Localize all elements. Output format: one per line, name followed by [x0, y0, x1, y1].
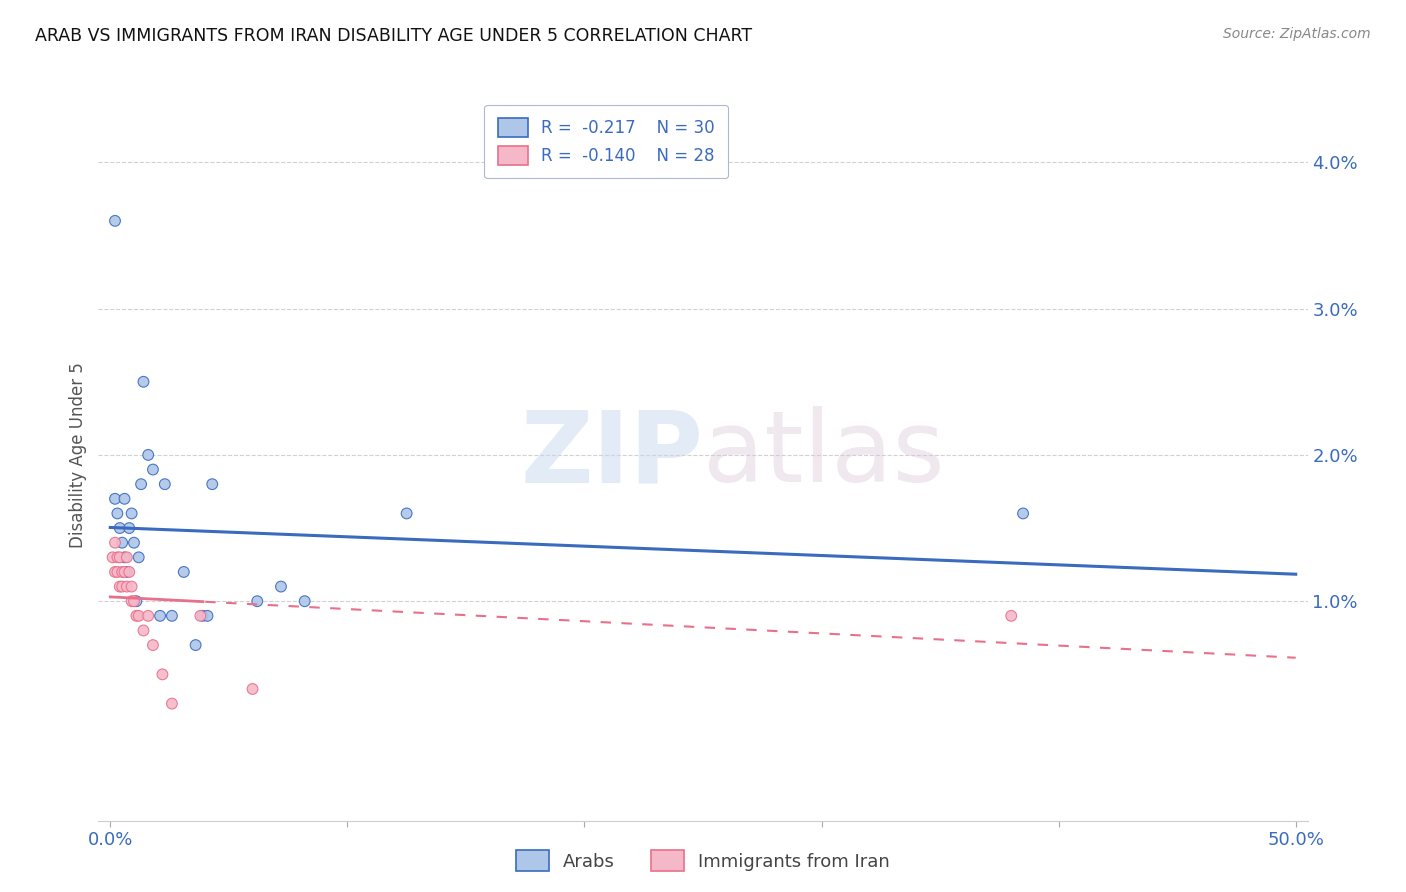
Point [121, 507, 143, 521]
Point [294, 594, 316, 608]
Point [160, 608, 183, 623]
Point [142, 462, 165, 476]
Point [121, 580, 143, 594]
Point [152, 667, 174, 681]
Legend: R =  -0.217    N = 30, R =  -0.140    N = 28: R = -0.217 N = 30, R = -0.140 N = 28 [485, 105, 728, 178]
Point [197, 608, 219, 623]
Point [104, 565, 127, 579]
Text: atlas: atlas [703, 407, 945, 503]
Point [191, 608, 214, 623]
Y-axis label: Disability Age Under 5: Disability Age Under 5 [69, 362, 87, 548]
Point [270, 580, 292, 594]
Legend: Arabs, Immigrants from Iran: Arabs, Immigrants from Iran [509, 843, 897, 879]
Point [105, 507, 128, 521]
Point [201, 477, 224, 491]
Point [184, 638, 207, 652]
Point [1012, 507, 1035, 521]
Point [190, 608, 212, 623]
Point [101, 550, 124, 565]
Point [114, 491, 136, 506]
Point [105, 550, 128, 565]
Point [104, 214, 127, 228]
Point [122, 594, 145, 608]
Point [122, 535, 145, 549]
Point [142, 638, 165, 652]
Point [118, 565, 141, 579]
Point [136, 448, 159, 462]
Point [115, 565, 138, 579]
Text: ARAB VS IMMIGRANTS FROM IRAN DISABILITY AGE UNDER 5 CORRELATION CHART: ARAB VS IMMIGRANTS FROM IRAN DISABILITY … [35, 27, 752, 45]
Point [136, 608, 159, 623]
Point [108, 521, 131, 535]
Point [132, 375, 155, 389]
Point [111, 535, 134, 549]
Point [108, 580, 131, 594]
Point [242, 681, 264, 696]
Point [128, 608, 150, 623]
Point [246, 594, 269, 608]
Point [114, 550, 136, 565]
Text: ZIP: ZIP [520, 407, 703, 503]
Point [173, 565, 195, 579]
Point [118, 521, 141, 535]
Point [111, 565, 134, 579]
Point [114, 565, 136, 579]
Point [129, 477, 152, 491]
Point [105, 565, 128, 579]
Point [104, 491, 127, 506]
Point [160, 697, 183, 711]
Point [132, 624, 155, 638]
Point [125, 594, 148, 608]
Point [153, 477, 176, 491]
Point [115, 550, 138, 565]
Point [1000, 608, 1022, 623]
Point [115, 580, 138, 594]
Point [149, 608, 172, 623]
Point [395, 507, 418, 521]
Point [108, 550, 131, 565]
Point [125, 608, 148, 623]
Point [128, 550, 150, 565]
Text: Source: ZipAtlas.com: Source: ZipAtlas.com [1223, 27, 1371, 41]
Point [111, 580, 134, 594]
Point [104, 535, 127, 549]
Point [121, 594, 143, 608]
